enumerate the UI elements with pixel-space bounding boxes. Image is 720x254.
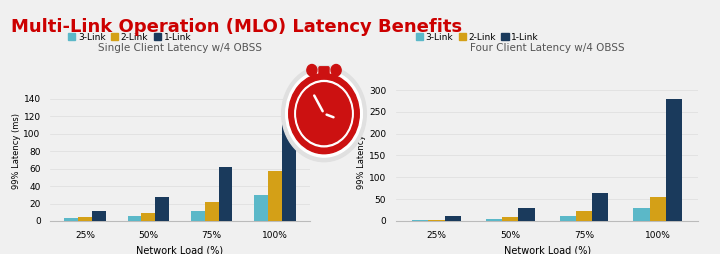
Text: Multi-Link Operation (MLO) Latency Benefits: Multi-Link Operation (MLO) Latency Benef… (11, 18, 462, 36)
Bar (127, 216, 141, 221)
Bar (64, 218, 78, 221)
Circle shape (294, 81, 354, 147)
Circle shape (307, 65, 317, 76)
Bar (559, 216, 576, 221)
Circle shape (282, 66, 366, 162)
Circle shape (286, 70, 362, 157)
Bar (191, 211, 204, 221)
Bar (92, 211, 106, 221)
Bar (254, 195, 268, 221)
Bar (219, 167, 233, 221)
Bar (141, 213, 156, 221)
Circle shape (297, 83, 351, 145)
Legend: 3-Link, 2-Link, 1-Link: 3-Link, 2-Link, 1-Link (68, 33, 192, 42)
Bar (592, 193, 608, 221)
Title: Single Client Latency w/4 OBSS: Single Client Latency w/4 OBSS (98, 43, 262, 53)
Bar (666, 99, 682, 221)
Bar (156, 197, 169, 221)
Bar (78, 217, 92, 221)
Bar (486, 219, 503, 221)
Circle shape (289, 74, 359, 154)
Bar (413, 220, 428, 221)
Bar (282, 121, 296, 221)
Bar (518, 208, 535, 221)
Y-axis label: 99% Latency (ms): 99% Latency (ms) (357, 113, 366, 189)
Title: Four Client Latency w/4 OBSS: Four Client Latency w/4 OBSS (470, 43, 624, 53)
Bar (649, 197, 666, 221)
X-axis label: Network Load (%): Network Load (%) (136, 245, 224, 254)
Circle shape (331, 65, 341, 76)
Bar (428, 220, 445, 221)
Y-axis label: 99% Latency (ms): 99% Latency (ms) (12, 113, 21, 189)
Bar (204, 202, 219, 221)
Bar (576, 211, 592, 221)
Bar (634, 208, 649, 221)
Bar (268, 171, 282, 221)
FancyBboxPatch shape (319, 67, 329, 76)
Legend: 3-Link, 2-Link, 1-Link: 3-Link, 2-Link, 1-Link (415, 33, 539, 42)
Bar (503, 217, 518, 221)
Bar (445, 216, 461, 221)
X-axis label: Network Load (%): Network Load (%) (503, 245, 591, 254)
